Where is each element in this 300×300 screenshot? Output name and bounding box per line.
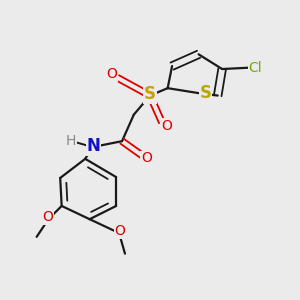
Text: N: N <box>86 137 100 155</box>
Text: S: S <box>144 85 156 103</box>
Text: O: O <box>115 224 125 238</box>
Text: O: O <box>161 119 172 133</box>
Text: O: O <box>141 151 152 165</box>
Text: S: S <box>200 85 211 103</box>
Text: H: H <box>66 134 76 148</box>
Text: O: O <box>42 210 53 224</box>
Text: O: O <box>106 67 117 81</box>
Text: Cl: Cl <box>249 61 262 75</box>
